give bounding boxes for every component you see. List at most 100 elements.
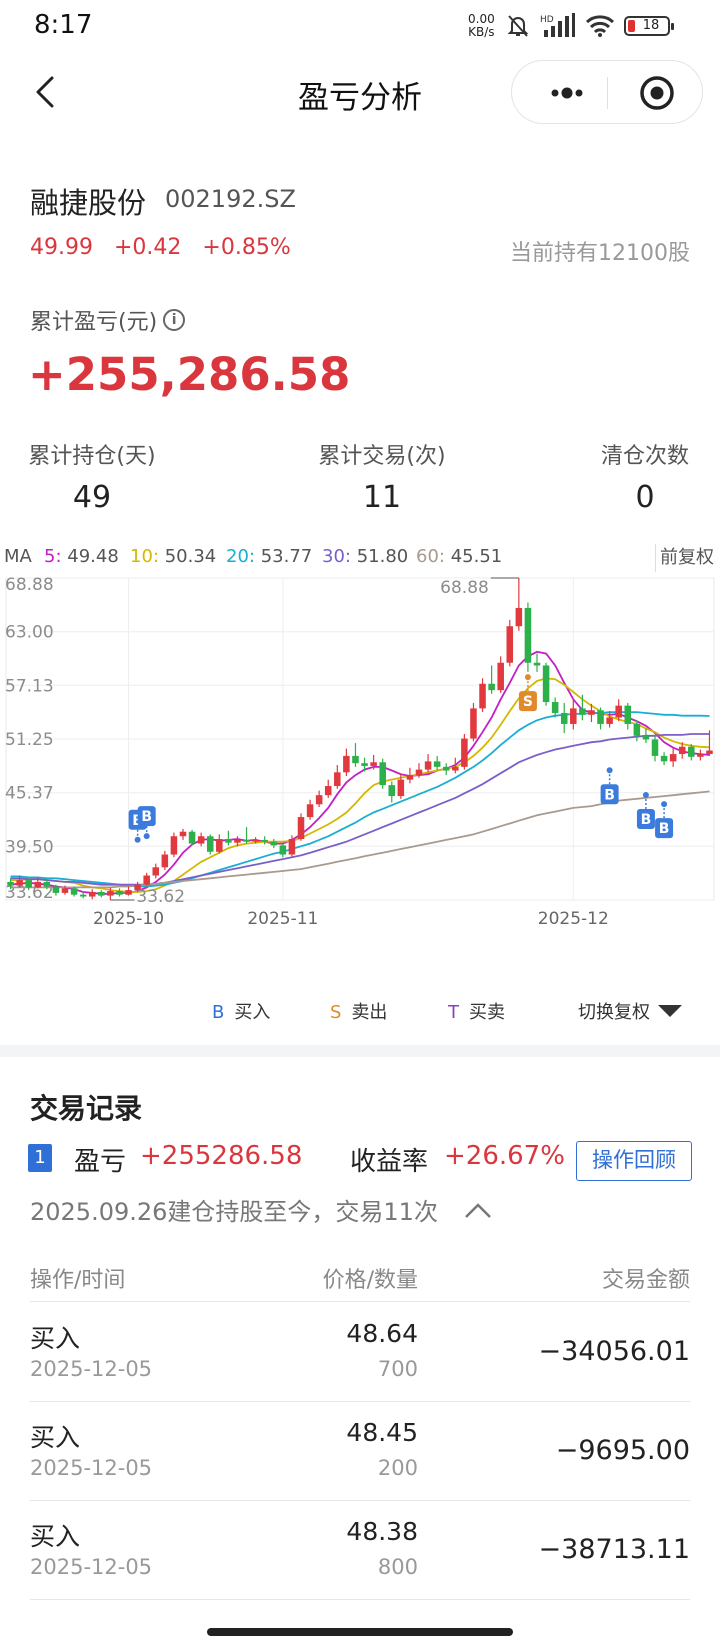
- candle-body: [197, 836, 205, 844]
- candle-body: [7, 881, 14, 886]
- candle-body: [306, 804, 314, 818]
- trade-marker-dot: [143, 833, 150, 840]
- candle-body: [206, 836, 214, 852]
- stat-trade-count: 累计交易(次) 11: [312, 438, 452, 515]
- row-op: 买入: [30, 1423, 81, 1452]
- y-tick-label: 39.50: [5, 837, 54, 857]
- mini-program-capsule: [511, 60, 703, 124]
- record-index-badge: 1: [28, 1144, 52, 1172]
- chevron-up-icon[interactable]: [464, 1200, 492, 1220]
- info-icon[interactable]: i: [163, 309, 186, 331]
- network-speed: 0.00 KB/s: [468, 13, 495, 39]
- stat-value: 49: [72, 480, 112, 515]
- stats-row: 累计持仓(天) 49 累计交易(次) 11 清仓次数 0: [0, 438, 720, 518]
- trade-marker-badge: [137, 806, 156, 827]
- candle-body: [452, 766, 459, 771]
- candle-body: [61, 888, 69, 893]
- table-row[interactable]: 买入 2025-12-05 48.45 200 −9695.00: [30, 1402, 690, 1501]
- row-price: 48.38: [346, 1517, 418, 1546]
- stock-code: 002192.SZ: [165, 185, 296, 213]
- candle-body: [542, 665, 550, 703]
- candle-body: [88, 891, 96, 897]
- table-row[interactable]: 买入 2025-12-05 48.64 700 −34056.01: [30, 1303, 690, 1402]
- status-bar: 8:17 0.00 KB/s HD 18: [0, 0, 720, 52]
- candle-body: [370, 762, 377, 766]
- candle-body: [551, 702, 559, 713]
- battery-level: 18: [642, 18, 660, 33]
- review-button[interactable]: 操作回顾: [576, 1141, 692, 1181]
- cumulative-pl-value: +255,286.58: [28, 348, 351, 401]
- adjust-type-label[interactable]: 前复权: [655, 544, 714, 572]
- candle-body: [515, 607, 523, 627]
- row-op: 买入: [30, 1324, 81, 1353]
- candle-body: [16, 880, 23, 886]
- trade-marker-s-label: S: [523, 694, 533, 710]
- candle-body: [34, 881, 42, 888]
- stat-holding-days: 累计持仓(天) 49: [28, 438, 156, 515]
- stock-quote: 49.99 +0.42 +0.85%: [30, 235, 305, 260]
- triangle-down-icon: [658, 1005, 682, 1017]
- stat-label: 累计持仓(天): [28, 444, 156, 469]
- candle-body: [424, 761, 432, 770]
- candle-body: [388, 785, 396, 797]
- back-icon[interactable]: [26, 72, 66, 112]
- row-amount: −34056.01: [538, 1336, 690, 1367]
- candle-body: [170, 836, 178, 855]
- trade-marker-dot: [524, 674, 531, 681]
- low-label: 33.62: [136, 887, 185, 907]
- candle-body: [651, 739, 659, 756]
- legend-buy-mark: B: [212, 1002, 225, 1023]
- candle-body: [678, 746, 686, 755]
- high-label: 68.88: [440, 578, 489, 598]
- legend-trade-mark: T: [448, 1002, 459, 1023]
- ma30-label: 30: 51.80: [322, 546, 409, 567]
- candle-body: [433, 761, 441, 767]
- candle-body: [261, 839, 268, 842]
- home-indicator[interactable]: [207, 1628, 513, 1636]
- stat-label: 清仓次数: [600, 444, 689, 469]
- candle-body: [461, 738, 468, 767]
- candle-body: [152, 867, 160, 876]
- candle-body: [334, 772, 341, 787]
- more-icon[interactable]: [542, 73, 592, 113]
- since-text: 2025.09.26建仓持股至今，交易11次: [30, 1198, 438, 1226]
- candle-body: [361, 763, 368, 766]
- candle-body: [143, 875, 150, 885]
- table-row[interactable]: 买入 2025-12-05 48.38 800 −38713.11: [30, 1501, 690, 1600]
- candle-body: [161, 854, 169, 868]
- cumulative-pl-label-text: 累计盈亏(元): [30, 310, 158, 335]
- row-price: 48.64: [346, 1319, 418, 1348]
- candle-body: [107, 891, 114, 896]
- trade-marker-dot: [606, 767, 613, 774]
- candle-body: [506, 626, 514, 663]
- signal-icon: HD: [540, 13, 575, 37]
- candle-body: [43, 881, 51, 887]
- holding-shares: 当前持有12100股: [510, 241, 690, 266]
- candle-body: [624, 705, 632, 724]
- cumulative-pl-label: 累计盈亏(元) i: [30, 304, 186, 336]
- candle-body: [125, 890, 132, 895]
- kline-chart[interactable]: 68.8863.0057.1351.2545.3739.5033.622025-…: [0, 572, 720, 962]
- legend-buy-label: 买入: [234, 1002, 271, 1023]
- row-qty: 700: [377, 1357, 418, 1381]
- candle-body: [116, 891, 123, 895]
- x-tick-label: 2025-11: [247, 909, 318, 929]
- candle-body: [597, 710, 604, 724]
- nav-bar: 盈亏分析: [0, 58, 720, 128]
- header-price-qty: 价格/数量: [322, 1268, 418, 1293]
- candle-body: [79, 894, 87, 897]
- summary-rate-label: 收益率: [350, 1147, 429, 1177]
- switch-adjust-label: 切换复权: [578, 1002, 650, 1023]
- trade-marker-dot: [642, 791, 649, 798]
- close-target-icon[interactable]: [637, 73, 677, 113]
- candle-body: [352, 755, 359, 764]
- summary-pl-value: +255286.58: [140, 1141, 303, 1171]
- stat-value: 0: [635, 480, 655, 515]
- switch-adjust-button[interactable]: 切换复权: [578, 998, 682, 1024]
- bell-muted-icon: [507, 15, 529, 37]
- header-op-time: 操作/时间: [30, 1268, 126, 1293]
- candle-body: [234, 839, 241, 843]
- header-amount: 交易金额: [601, 1268, 690, 1293]
- row-qty: 800: [377, 1555, 418, 1579]
- y-tick-label: 51.25: [5, 730, 54, 750]
